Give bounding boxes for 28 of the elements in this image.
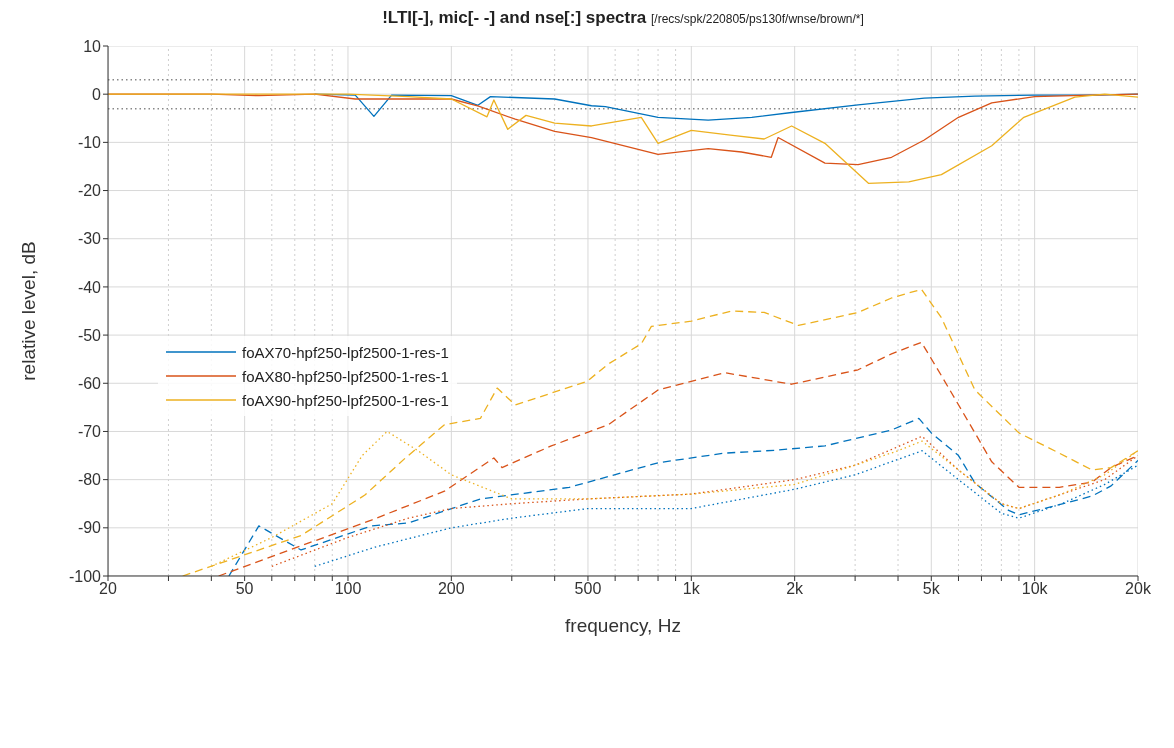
chart-subtitle: [/recs/spk/220805/ps130f/wnse/brown/*] — [651, 12, 864, 26]
x-tick-label: 1k — [682, 580, 701, 598]
y-tick-label: -80 — [77, 471, 102, 489]
x-tick-label: 50 — [235, 580, 254, 598]
x-tick-label: 10k — [1021, 580, 1049, 598]
legend-label: foAX90-hpf250-lpf2500-1-res-1 — [242, 391, 449, 409]
legend-label: foAX70-hpf250-lpf2500-1-res-1 — [242, 343, 449, 361]
y-tick-label: 10 — [83, 37, 102, 55]
y-tick-label: 0 — [92, 85, 102, 103]
y-tick-label: -40 — [77, 278, 102, 296]
x-tick-label: 500 — [574, 580, 602, 598]
x-tick-label: 100 — [334, 580, 362, 598]
x-tick-label: 200 — [437, 580, 465, 598]
y-tick-label: -30 — [77, 230, 102, 248]
y-tick-label: -70 — [77, 423, 102, 441]
y-axis-title: relative level, dB — [17, 241, 39, 381]
x-tick-label: 20 — [99, 580, 117, 598]
x-tick-label: 5k — [922, 580, 941, 598]
y-tick-label: -60 — [77, 374, 102, 392]
y-tick-label: -10 — [77, 134, 102, 152]
y-tick-label: -50 — [77, 326, 102, 344]
y-tick-label: -20 — [77, 182, 102, 200]
x-tick-label: 2k — [786, 580, 805, 598]
x-tick-label: 20k — [1125, 580, 1152, 598]
x-axis-title: frequency, Hz — [565, 615, 681, 636]
chart-title: !LTI[-], mic[- -] and nse[:] spectra — [382, 8, 647, 27]
y-tick-label: -90 — [77, 519, 102, 537]
legend-label: foAX80-hpf250-lpf2500-1-res-1 — [242, 367, 449, 385]
